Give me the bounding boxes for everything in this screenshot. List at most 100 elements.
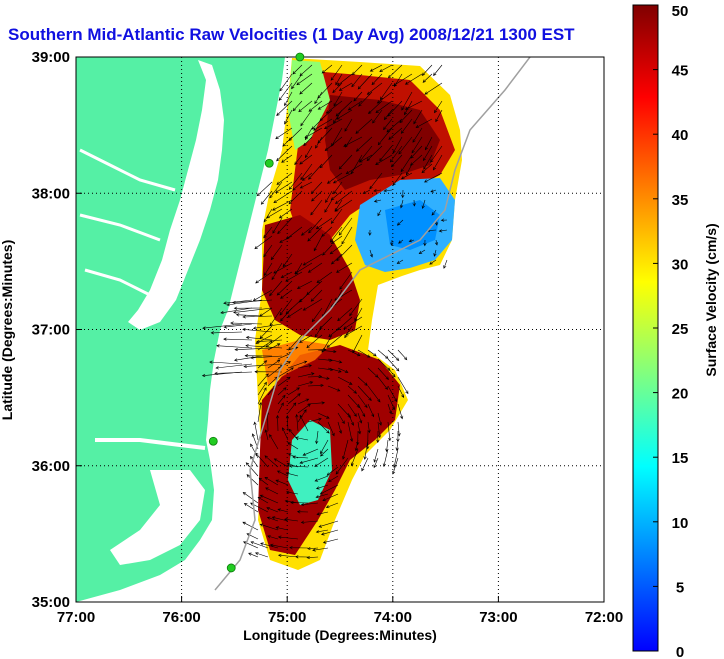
velocity-arrow	[337, 403, 351, 418]
velocity-arrow	[285, 271, 303, 282]
velocity-arrow	[272, 217, 283, 234]
velocity-arrow	[344, 325, 353, 339]
velocity-arrow	[336, 73, 353, 86]
velocity-arrow	[330, 235, 343, 244]
velocity-arrow	[267, 535, 279, 540]
velocity-arrow	[367, 385, 381, 403]
velocity-arrow	[317, 421, 330, 434]
velocity-arrow	[298, 100, 313, 113]
velocity-arrow	[327, 421, 335, 437]
velocity-arrow	[382, 448, 389, 468]
river-inlet-3	[84, 268, 151, 297]
velocity-arrow	[279, 298, 293, 316]
colorbar-tick-label: 30	[672, 256, 689, 273]
velocity-arrow	[400, 154, 413, 173]
velocity-arrow	[357, 73, 373, 90]
velocity-arrow	[315, 430, 319, 445]
velocity-arrow	[242, 327, 273, 333]
velocity-arrow	[331, 127, 343, 147]
velocity-arrow	[319, 484, 339, 495]
velocity-arrow	[358, 91, 373, 107]
velocity-arrow	[390, 154, 403, 168]
velocity-arrow	[275, 414, 280, 432]
velocity-arrow	[320, 529, 339, 536]
velocity-arrow	[389, 145, 403, 163]
isobath-contour	[214, 57, 531, 591]
velocity-arrow	[287, 387, 300, 396]
velocity-arrow	[377, 376, 388, 390]
velocity-arrow	[287, 402, 297, 414]
velocity-arrow	[296, 73, 313, 86]
velocity-arrow	[257, 373, 269, 387]
velocity-arrow	[264, 455, 279, 468]
velocity-arrow	[308, 163, 323, 180]
velocity-arrow	[357, 412, 363, 424]
velocity-arrow	[345, 325, 363, 336]
velocity-arrow	[277, 508, 289, 513]
velocity-arrow	[290, 500, 309, 505]
velocity-arrow	[296, 510, 309, 514]
velocity-arrow	[400, 199, 404, 209]
velocity-arrow	[266, 516, 279, 522]
velocity-arrow	[338, 82, 353, 91]
velocity-arrow	[377, 349, 389, 359]
velocity-arrow	[369, 172, 383, 190]
velocity-arrow	[355, 136, 373, 152]
velocity-arrow	[404, 100, 423, 110]
y-axis-label: Latitude (Degrees:Minutes)	[0, 240, 15, 420]
velocity-arrow	[377, 209, 382, 217]
y-tick-label: 39:00	[32, 49, 70, 66]
velocity-arrow	[277, 394, 286, 405]
velocity-arrow	[396, 219, 404, 226]
velocity-arrow	[223, 323, 253, 329]
velocity-arrow	[314, 325, 323, 338]
velocity-arrow	[349, 298, 363, 317]
velocity-arrow	[373, 189, 382, 193]
velocity-arrow	[285, 415, 290, 432]
velocity-arrow	[300, 520, 319, 524]
velocity-arrow	[443, 259, 448, 269]
velocity-arrow	[368, 100, 383, 115]
velocity-arrow	[299, 64, 313, 77]
velocity-arrow	[388, 127, 403, 140]
velocity-arrow	[209, 360, 243, 365]
velocity-arrow	[267, 359, 281, 369]
velocity-arrow	[333, 181, 343, 195]
velocity-arrow	[254, 370, 283, 374]
velocity-arrow	[295, 436, 309, 441]
velocity-arrow	[273, 458, 289, 468]
velocity-arrow	[259, 523, 279, 531]
velocity-arrow	[223, 337, 253, 341]
velocity-arrow	[284, 91, 293, 107]
velocity-arrow	[304, 145, 313, 159]
velocity-arrow	[432, 154, 443, 171]
velocity-arrow	[383, 189, 393, 193]
velocity-arrow	[298, 289, 313, 303]
velocity-arrow	[260, 542, 279, 549]
velocity-arrow	[347, 403, 357, 417]
velocity-arrow	[347, 421, 354, 442]
velocity-arrow	[338, 217, 353, 236]
velocity-arrow	[324, 136, 343, 152]
grid-lines	[76, 57, 604, 602]
velocity-arrow	[277, 553, 299, 558]
velocity-arrow	[250, 355, 283, 360]
velocity-arrow	[235, 313, 263, 317]
velocity-arrow	[314, 457, 329, 467]
velocity-arrow	[273, 262, 293, 274]
velocity-arrow	[304, 127, 323, 139]
velocity-arrow	[307, 226, 323, 242]
velocity-arrow	[337, 421, 343, 434]
velocity-arrow	[326, 334, 343, 348]
velocity-arrow	[343, 136, 363, 147]
velocity-arrow	[310, 199, 323, 216]
velocity-arrow	[398, 239, 404, 244]
velocity-arrow	[202, 323, 243, 330]
velocity-arrow	[259, 325, 273, 339]
velocity-arrow	[256, 339, 283, 344]
velocity-arrow	[311, 307, 323, 323]
velocity-arrow	[357, 403, 366, 418]
velocity-arrow	[265, 487, 279, 495]
velocity-arrow	[371, 73, 383, 86]
velocity-arrow	[337, 307, 353, 322]
